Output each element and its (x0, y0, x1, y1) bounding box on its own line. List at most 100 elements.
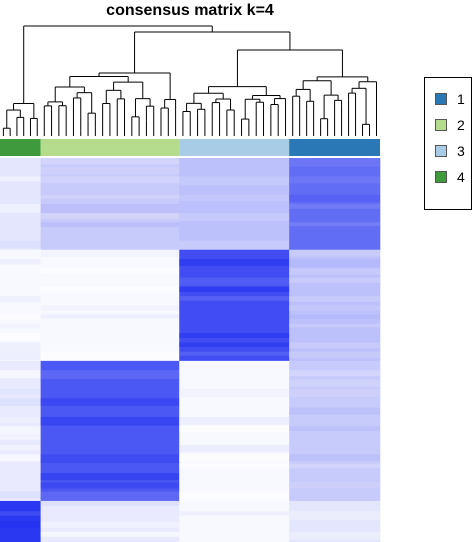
heatmap-band (289, 454, 380, 462)
legend-item-2: 2 (435, 117, 465, 133)
legend-label: 4 (457, 169, 465, 185)
heatmap-band (289, 277, 380, 283)
heatmap-band (0, 491, 41, 499)
heatmap-band (179, 286, 290, 292)
heatmap-band (0, 351, 41, 361)
heatmap-band (289, 194, 380, 202)
heatmap-band (0, 203, 41, 213)
heatmap-band (289, 426, 380, 431)
heatmap-band (40, 203, 180, 213)
heatmap-band (289, 463, 380, 469)
legend-item-1: 1 (435, 91, 465, 107)
heatmap-band (179, 416, 290, 425)
heatmap-band (179, 296, 290, 301)
heatmap-band (289, 482, 380, 489)
heatmap-band (0, 416, 41, 423)
heatmap-band (0, 342, 41, 352)
heatmap-band (40, 268, 180, 274)
heatmap-band (40, 286, 180, 293)
heatmap-band (40, 454, 180, 464)
heatmap-band (40, 249, 180, 258)
heatmap-band (0, 454, 41, 462)
heatmap-band (0, 444, 41, 451)
legend-label: 1 (457, 91, 465, 107)
heatmap-band (179, 277, 290, 286)
heatmap-band (40, 482, 180, 489)
cluster-legend: 1 2 3 4 (424, 77, 472, 210)
heatmap-band (0, 521, 41, 529)
legend-swatch (435, 93, 447, 105)
heatmap-band (179, 342, 290, 347)
heatmap-band (179, 351, 290, 356)
heatmap-band (40, 351, 180, 361)
heatmap-band (40, 194, 180, 199)
heatmap-band (40, 398, 180, 406)
heatmap-band (40, 222, 180, 227)
heatmap-band (179, 194, 290, 202)
legend-item-3: 3 (435, 143, 465, 159)
heatmap-band (289, 249, 380, 257)
heatmap-block-4-3 (179, 500, 290, 542)
heatmap-band (0, 333, 41, 342)
heatmap-band (289, 531, 380, 540)
heatmap-band (40, 213, 180, 220)
heatmap-band (40, 176, 180, 184)
heatmap-band (179, 333, 290, 339)
heatmap-band (289, 342, 380, 349)
heatmap-band (0, 435, 41, 440)
heatmap-block-1-3 (179, 158, 290, 251)
heatmap-band (40, 158, 180, 165)
heatmap-band (40, 531, 180, 537)
heatmap-band (289, 351, 380, 358)
heatmap-band (0, 398, 41, 406)
heatmap-band (40, 500, 180, 506)
heatmap-band (289, 222, 380, 227)
heatmap-band (179, 454, 290, 462)
heatmap-band (289, 314, 380, 320)
legend-item-4: 4 (435, 169, 465, 185)
heatmap-band (0, 259, 41, 265)
legend-label: 3 (457, 143, 465, 159)
annotation-cluster-1 (289, 139, 380, 156)
heatmap-band (179, 444, 290, 453)
heatmap-band (0, 314, 41, 320)
heatmap-band (289, 388, 380, 397)
heatmap-band (289, 305, 380, 311)
heatmap-band (289, 268, 380, 275)
heatmap-band (289, 370, 380, 377)
heatmap-band (40, 521, 180, 528)
legend-swatch (435, 145, 447, 157)
dendrogram (2, 25, 378, 136)
heatmap-band (179, 213, 290, 221)
heatmap-band (289, 296, 380, 302)
heatmap-band (40, 491, 180, 501)
heatmap-band (179, 176, 290, 186)
heatmap-band (0, 511, 41, 516)
heatmap-band (289, 511, 380, 520)
heatmap-band (40, 305, 180, 311)
annotation-cluster-4 (0, 139, 41, 156)
heatmap-band (0, 296, 41, 303)
heatmap-band (40, 167, 180, 175)
heatmap-band (179, 259, 290, 266)
heatmap-band (289, 323, 380, 328)
heatmap-band (0, 176, 41, 182)
heatmap-band (40, 416, 180, 426)
heatmap-band (0, 388, 41, 395)
heatmap-band (289, 176, 380, 184)
heatmap-band (179, 240, 290, 250)
heatmap-band (289, 158, 380, 167)
heatmap-band (179, 426, 290, 433)
heatmap-cells (0, 158, 381, 542)
heatmap-band (0, 370, 41, 379)
legend-swatch (435, 119, 447, 131)
heatmap-band (179, 463, 290, 469)
heatmap-band (179, 511, 290, 516)
heatmap-band (40, 314, 180, 319)
heatmap-band (0, 323, 41, 329)
heatmap-band (0, 426, 41, 435)
heatmap-band (289, 203, 380, 209)
chart-title: consensus matrix k=4 (106, 2, 274, 19)
heatmap-band (0, 240, 41, 248)
